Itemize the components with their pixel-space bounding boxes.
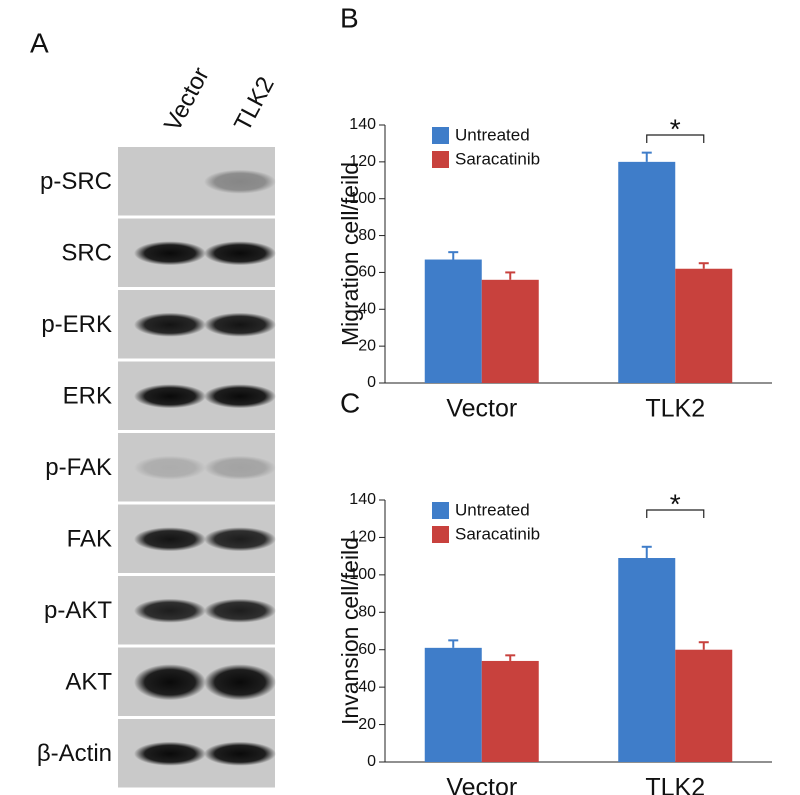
- blot-label: p-AKT: [44, 597, 112, 624]
- panel-label: B: [340, 2, 359, 33]
- significance-bracket: [646, 509, 705, 518]
- annotation: *: [670, 488, 681, 519]
- legend-swatch: [432, 127, 449, 144]
- y-tick-label: 80: [358, 227, 376, 244]
- lane-label: TLK2: [229, 72, 280, 135]
- blot-band: [204, 527, 276, 552]
- y-tick-label: 20: [358, 337, 376, 354]
- annotation: *: [670, 113, 681, 144]
- bar: [481, 279, 539, 383]
- y-tick-label: 140: [349, 491, 376, 508]
- y-tick-label: 0: [367, 374, 376, 391]
- blot-band: [134, 241, 206, 266]
- y-tick-label: 60: [358, 264, 376, 281]
- y-tick-label: 40: [358, 678, 376, 695]
- blot-label: SRC: [61, 240, 112, 267]
- bar: [481, 660, 539, 762]
- blot-band: [204, 664, 276, 701]
- blot-band: [204, 598, 276, 623]
- blot-label: FAK: [67, 526, 112, 553]
- blot-band: [204, 312, 276, 337]
- legend-label: Saracatinib: [455, 524, 540, 543]
- blot-label: p-SRC: [40, 168, 112, 195]
- blot-band: [134, 527, 206, 552]
- bar: [618, 558, 676, 762]
- blot-band: [134, 741, 206, 766]
- significance-bracket: [646, 134, 705, 143]
- x-tick-label: TLK2: [645, 774, 705, 795]
- blot-label: p-FAK: [45, 454, 112, 481]
- blot-label: ERK: [63, 383, 112, 410]
- y-tick-label: 40: [358, 301, 376, 318]
- blot-band: [134, 312, 206, 337]
- legend-label: Untreated: [455, 500, 530, 519]
- blot-band: [204, 241, 276, 266]
- y-axis-title: Invansion cell/feild: [337, 537, 363, 725]
- blot-band: [134, 598, 206, 623]
- y-tick-label: 20: [358, 716, 376, 733]
- legend-swatch: [432, 502, 449, 519]
- x-tick-label: Vector: [446, 395, 517, 423]
- y-tick-label: 120: [349, 153, 376, 170]
- lane-label: Vector: [159, 63, 215, 136]
- bar: [424, 647, 482, 762]
- y-tick-label: 60: [358, 641, 376, 658]
- legend-swatch: [432, 526, 449, 543]
- y-tick-label: 80: [358, 604, 376, 621]
- legend-swatch: [432, 151, 449, 168]
- panel-label: C: [340, 387, 360, 418]
- blot-label: β-Actin: [37, 740, 112, 767]
- blot-band: [204, 384, 276, 409]
- blot-band: [204, 455, 276, 480]
- y-tick-label: 120: [349, 529, 376, 546]
- y-axis-title: Migration cell/feild: [337, 162, 363, 346]
- panel-label: A: [30, 27, 49, 58]
- blot-band: [204, 169, 276, 194]
- y-tick-label: 0: [367, 753, 376, 770]
- bar: [618, 161, 676, 383]
- y-tick-label: 140: [349, 116, 376, 133]
- blot-band: [204, 741, 276, 766]
- blot-band: [134, 455, 206, 480]
- x-tick-label: Vector: [446, 774, 517, 795]
- legend-label: Saracatinib: [455, 149, 540, 168]
- blot-label: p-ERK: [41, 311, 112, 338]
- bar: [424, 259, 482, 383]
- legend-label: Untreated: [455, 125, 530, 144]
- bar: [675, 268, 733, 383]
- y-tick-label: 100: [349, 190, 376, 207]
- blot-band: [134, 664, 206, 701]
- y-tick-label: 100: [349, 566, 376, 583]
- blot-label: AKT: [65, 669, 112, 696]
- blot-band: [134, 384, 206, 409]
- bar: [675, 649, 733, 762]
- x-tick-label: TLK2: [645, 395, 705, 423]
